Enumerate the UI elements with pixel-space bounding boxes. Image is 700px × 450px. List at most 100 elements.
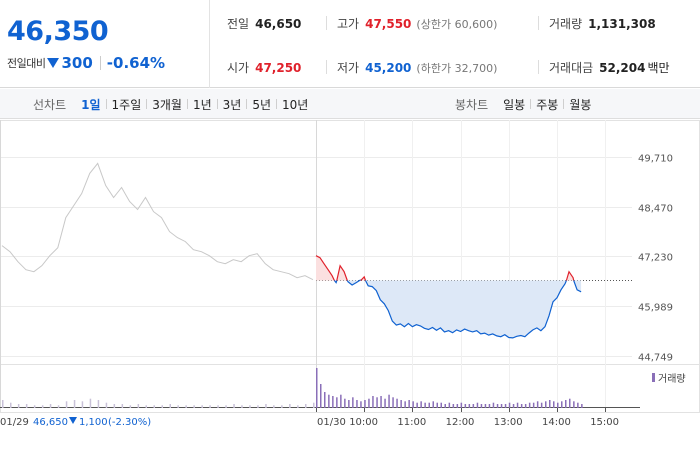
volume-bar xyxy=(320,384,322,408)
line-chart-tabs: 선차트 1일 1주일 3개월 1년 3년 5년 10년 xyxy=(33,89,313,119)
high-value: 47,550 xyxy=(365,16,412,31)
axis-labels: 49,710 48,470 47,230 45,989 44,749 01/30 10:00… xyxy=(0,154,686,429)
divider xyxy=(146,99,148,109)
amount-label: 거래대금 xyxy=(549,61,594,75)
volume-bar xyxy=(549,400,551,408)
divider xyxy=(186,99,188,109)
candle-chart-tabs: 봉차트 일봉 주봉 월봉 xyxy=(455,89,596,119)
prev-day-volume-bar xyxy=(137,404,140,408)
volume-bar xyxy=(380,396,382,408)
volume-bar xyxy=(532,402,535,408)
volume-bar xyxy=(408,400,410,408)
prev-day-volume-bar xyxy=(161,405,163,408)
prev-day-volume-bar xyxy=(241,405,243,408)
volume-bar xyxy=(432,401,434,408)
divider xyxy=(276,99,278,109)
x-tick-label: 13:00 xyxy=(494,417,523,428)
volume-bar xyxy=(348,400,350,408)
prev-day-volume-bar xyxy=(305,404,307,408)
prev-day-volume-bar xyxy=(185,405,187,408)
change-rate: -0.64% xyxy=(106,54,166,72)
grid xyxy=(0,120,700,413)
volume-bar xyxy=(553,401,555,408)
divider xyxy=(246,99,248,109)
prev-day-volume-bar xyxy=(169,404,171,408)
y-tick-label: 45,989 xyxy=(638,303,673,314)
change-row: 전일대비 300 -0.64% xyxy=(7,54,165,72)
price-line-down xyxy=(364,280,567,339)
price-line-down xyxy=(333,280,338,284)
volume-legend-label: 거래량 xyxy=(658,373,686,385)
divider xyxy=(530,99,532,109)
volume-bar xyxy=(316,368,318,408)
down-triangle-icon xyxy=(69,417,77,424)
open-value: 47,250 xyxy=(255,60,302,75)
prev-day-volume-bar xyxy=(297,405,299,408)
prev-day-volume-bar xyxy=(113,404,116,408)
chart-frame xyxy=(0,120,700,413)
divider xyxy=(99,56,101,70)
volume-bar xyxy=(452,404,455,408)
x-tick-label: 11:00 xyxy=(397,417,426,428)
volume-bar xyxy=(476,402,479,408)
price-lines xyxy=(1,162,582,339)
volume-bar xyxy=(420,401,422,408)
prev-day-volume-bar xyxy=(17,404,20,408)
tab-5-years[interactable]: 5년 xyxy=(252,97,272,112)
y-tick-label: 49,710 xyxy=(638,154,673,165)
volume-bar xyxy=(416,402,418,408)
volume-bar xyxy=(472,404,475,408)
volume-bar xyxy=(344,398,346,408)
volume-value: 1,131,308 xyxy=(588,16,656,31)
prev-day-volume-bar xyxy=(105,402,108,408)
prev-day-date: 01/29 xyxy=(0,417,29,428)
prev-day-volume-bar xyxy=(193,405,195,408)
tab-weekly-candle[interactable]: 주봉 xyxy=(536,97,559,112)
chart-period-bar: 선차트 1일 1주일 3개월 1년 3년 5년 10년 봉차트 일봉 주봉 월봉 xyxy=(0,89,700,119)
volume-bar xyxy=(428,402,430,408)
volume-bar xyxy=(356,400,358,408)
tab-10-years[interactable]: 10년 xyxy=(282,97,309,112)
volume-legend-swatch xyxy=(652,373,655,382)
tab-monthly-candle[interactable]: 월봉 xyxy=(569,97,592,112)
volume-bar xyxy=(456,404,459,408)
volume-bar xyxy=(500,404,503,408)
price-line-up xyxy=(360,275,367,281)
prev-day-rate: (-2.30%) xyxy=(108,417,151,428)
volume-bar xyxy=(324,392,326,408)
tab-1-week[interactable]: 1주일 xyxy=(111,97,142,112)
volume-bar xyxy=(504,404,507,408)
tab-1-year[interactable]: 1년 xyxy=(192,97,212,112)
prev-day-volume-bar xyxy=(273,405,275,408)
volume-bar xyxy=(565,400,567,408)
prev-day-volume-bar xyxy=(225,405,227,408)
change-value: 300 xyxy=(61,54,93,72)
prev-day-volume-bar xyxy=(281,405,283,408)
prev-day-volume-bar xyxy=(65,401,68,408)
volume-bar xyxy=(400,400,402,408)
prev-day-volume-bar xyxy=(249,405,251,408)
tab-3-years[interactable]: 3년 xyxy=(222,97,242,112)
divider xyxy=(216,99,218,109)
prev-day-volume-bar xyxy=(257,405,259,408)
x-tick-label: 12:00 xyxy=(446,417,475,428)
volume-bar xyxy=(328,394,330,408)
tab-3-months[interactable]: 3개월 xyxy=(152,97,182,112)
volume-bar xyxy=(516,402,519,408)
down-triangle-icon xyxy=(47,58,60,68)
quote-summary-panel: 46,350 전일대비 300 -0.64% 전일 46,650 고가 47,5… xyxy=(0,0,700,88)
high-label: 고가 xyxy=(337,17,360,31)
volume-bar xyxy=(336,397,338,408)
prev-close-value: 46,650 xyxy=(255,16,302,31)
volume-bar xyxy=(404,401,406,408)
prev-close-stat: 전일 46,650 xyxy=(227,15,301,32)
intraday-price-chart[interactable]: 49,710 48,470 47,230 45,989 44,749 01/30 10:00… xyxy=(0,120,700,450)
volume-bar xyxy=(512,404,515,408)
volume-bar xyxy=(412,401,414,408)
volume-bar xyxy=(524,404,527,408)
current-price: 46,350 xyxy=(7,16,109,47)
tab-1-day[interactable]: 1일 xyxy=(81,97,101,112)
volume-bar xyxy=(396,398,398,408)
tab-daily-candle[interactable]: 일봉 xyxy=(503,97,526,112)
prev-day-volume-bar xyxy=(209,405,211,408)
